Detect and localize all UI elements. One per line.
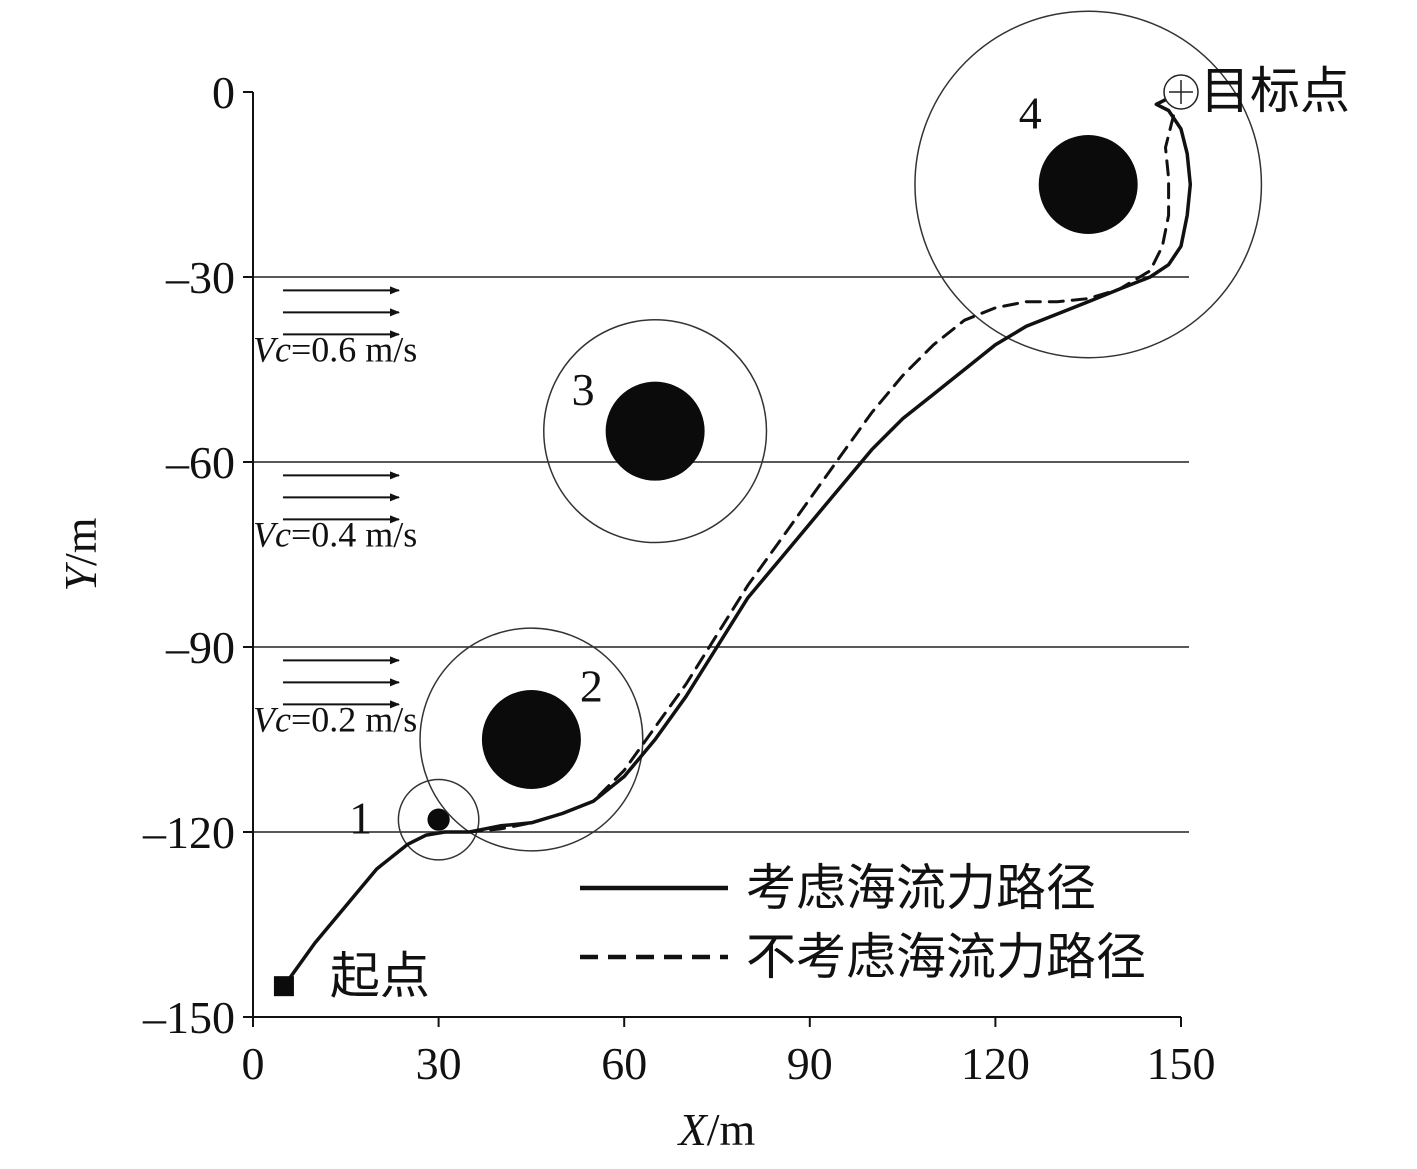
- goal-label: 目标点: [1200, 63, 1350, 119]
- series-line-no-current: [443, 90, 1183, 834]
- obstacle-label: 2: [580, 661, 603, 712]
- legend-label-no-current: 不考虑海流力路径: [746, 929, 1146, 985]
- current-speed-label: Vc=0.6 m/s: [253, 329, 417, 369]
- path-series: [282, 90, 1193, 988]
- obstacle-safety-circle: [543, 319, 768, 544]
- start-goal-markers: 起点 目标点: [273, 63, 1350, 1004]
- y-tick-label: 0: [212, 67, 235, 118]
- start-label: 起点: [330, 948, 430, 1004]
- obstacle-body: [605, 381, 705, 481]
- current-speed-label: Vc=0.2 m/s: [253, 699, 417, 739]
- obstacle-body: [1038, 135, 1138, 234]
- x-tick-label: 150: [1147, 1038, 1216, 1089]
- obstacle-body: [481, 690, 581, 789]
- obstacle-label: 3: [572, 364, 595, 415]
- x-tick-label: 120: [961, 1038, 1030, 1089]
- obstacle-safety-circle: [397, 778, 480, 861]
- obstacle-label: 4: [1019, 88, 1042, 139]
- y-axis-title: Y/m: [55, 517, 106, 591]
- x-axis-title: X/m: [677, 1104, 756, 1155]
- y-tick-label: –120: [142, 807, 235, 858]
- x-tick-label: 90: [787, 1038, 833, 1089]
- obstacle-body: [427, 808, 450, 831]
- y-tick-label: –60: [165, 437, 235, 488]
- obstacle-label: 1: [349, 793, 372, 844]
- y-tick-label: –30: [165, 252, 235, 303]
- y-tick-label: –90: [165, 622, 235, 673]
- axis-labels: X/m Y/m: [55, 517, 756, 1155]
- obstacle-safety-circle: [914, 10, 1263, 359]
- obstacle-safety-circle: [419, 627, 644, 852]
- grid-lines: [253, 276, 1189, 833]
- current-speed-label: Vc=0.4 m/s: [253, 514, 417, 554]
- legend-label-with-current: 考虑海流力路径: [746, 860, 1096, 916]
- obstacles: 1 2 3 4: [349, 10, 1263, 861]
- x-tick-label: 60: [601, 1038, 647, 1089]
- x-tick-label: 30: [416, 1038, 462, 1089]
- start-marker: [273, 976, 294, 997]
- y-tick-label: –150: [142, 992, 235, 1043]
- series-line-with-current: [282, 90, 1193, 988]
- x-tick-label: 0: [242, 1038, 265, 1089]
- current-zones: Vc=0.6 m/s Vc=0.4 m/s Vc=0.2 m/s: [253, 286, 417, 739]
